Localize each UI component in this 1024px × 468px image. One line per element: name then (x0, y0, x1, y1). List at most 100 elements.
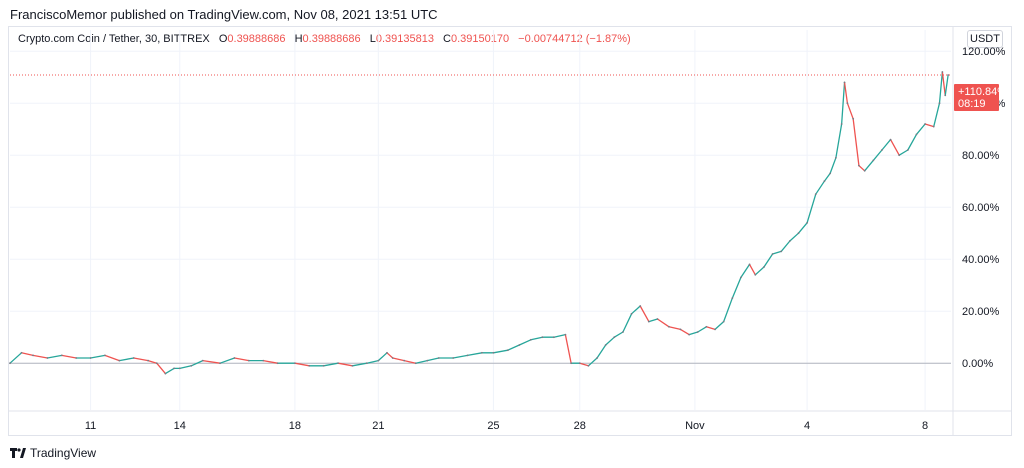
price-segment (156, 362, 167, 375)
close-value: 0.39150170 (450, 33, 510, 45)
data-point (898, 154, 901, 157)
price-segment (466, 352, 483, 357)
data-point (247, 359, 250, 362)
bar-countdown: 08:19 (958, 98, 986, 110)
chart-grid (10, 30, 951, 410)
data-point (322, 364, 325, 367)
data-point (466, 354, 469, 357)
data-point (863, 169, 866, 172)
data-point (506, 349, 509, 352)
price-segment (164, 367, 175, 375)
x-tick-label: 18 (289, 420, 301, 432)
data-point (190, 364, 193, 367)
y-tick-label: 20.00% (962, 306, 1000, 318)
price-segment (944, 74, 949, 97)
price-segment (771, 250, 782, 255)
data-point (596, 357, 598, 359)
price-segment (452, 354, 469, 359)
price-segment (938, 71, 944, 104)
x-axis: 11 14 18 21 25 28 Nov 4 8 (9, 410, 1011, 432)
footer-brand: TradingView (30, 446, 97, 460)
x-tick-label: 8 (922, 420, 928, 432)
price-segment (366, 359, 379, 364)
data-point (806, 221, 809, 224)
price-segment (32, 354, 49, 359)
data-point (337, 362, 339, 365)
price-segment (351, 362, 368, 367)
price-segment (740, 263, 751, 279)
data-point (915, 133, 918, 136)
price-segment (179, 365, 192, 370)
price-segment (492, 349, 509, 354)
price-segment (806, 193, 817, 224)
data-point (705, 325, 708, 328)
price-segment (688, 331, 699, 336)
data-point (89, 357, 92, 359)
y-tick-label: 80.00% (962, 150, 1000, 162)
data-point (823, 180, 826, 183)
data-point (846, 102, 849, 105)
price-segment (507, 344, 520, 351)
data-point (788, 240, 791, 242)
chart-frame[interactable] (8, 26, 1012, 436)
tradingview-logo-icon (10, 448, 26, 458)
data-point (668, 325, 670, 328)
data-point (178, 367, 181, 370)
symbol-name[interactable]: Crypto.com Coin / Tether, 30, BITTREX (18, 33, 210, 45)
data-point (613, 336, 616, 339)
y-tick-label: 0.00% (962, 358, 993, 370)
data-point (834, 156, 837, 159)
price-segment (219, 357, 236, 364)
price-segment (858, 164, 866, 172)
price-segment (898, 149, 909, 156)
price-segment (789, 232, 800, 242)
data-point (780, 250, 783, 253)
x-tick-label: Nov (685, 420, 705, 432)
price-segment (881, 138, 892, 151)
data-point (748, 263, 751, 266)
high-label: H (294, 33, 303, 45)
x-tick-label: 28 (574, 420, 586, 432)
price-segment (941, 71, 946, 97)
data-point (843, 81, 846, 84)
price-segment (829, 157, 837, 175)
data-point (552, 336, 555, 339)
price-segment (104, 354, 121, 362)
price-segment (889, 138, 900, 156)
currency-button[interactable]: USDT (967, 30, 1003, 48)
series-layer (9, 71, 950, 375)
data-point (118, 359, 121, 362)
price-segment (190, 359, 204, 367)
close-label: C (443, 33, 451, 45)
data-point (308, 364, 311, 367)
price-segment (656, 318, 670, 328)
price-segment (915, 123, 926, 136)
data-point (696, 331, 699, 333)
price-segment (377, 352, 388, 362)
price-segment (20, 352, 34, 357)
price-segment (605, 336, 615, 346)
low-label: L (369, 33, 376, 45)
data-point (426, 359, 429, 362)
price-segment (89, 354, 106, 359)
price-segment (852, 118, 860, 167)
symbol-legend: Crypto.com Coin / Tether, 30, BITTREX O0… (18, 33, 631, 45)
data-point (564, 333, 567, 336)
low-value: 0.39135813 (375, 33, 434, 45)
price-segment (754, 266, 765, 276)
data-point (829, 172, 832, 175)
data-point (906, 149, 909, 151)
data-point (840, 123, 843, 125)
data-point (647, 320, 650, 323)
data-point (622, 331, 624, 333)
data-point (147, 359, 150, 362)
data-point (403, 359, 406, 362)
data-point (740, 276, 742, 279)
data-point (60, 354, 63, 357)
price-segment (622, 313, 633, 333)
price-segment (697, 326, 708, 333)
price-segment (403, 359, 417, 364)
footer: TradingView (10, 446, 96, 460)
data-point (437, 357, 440, 359)
